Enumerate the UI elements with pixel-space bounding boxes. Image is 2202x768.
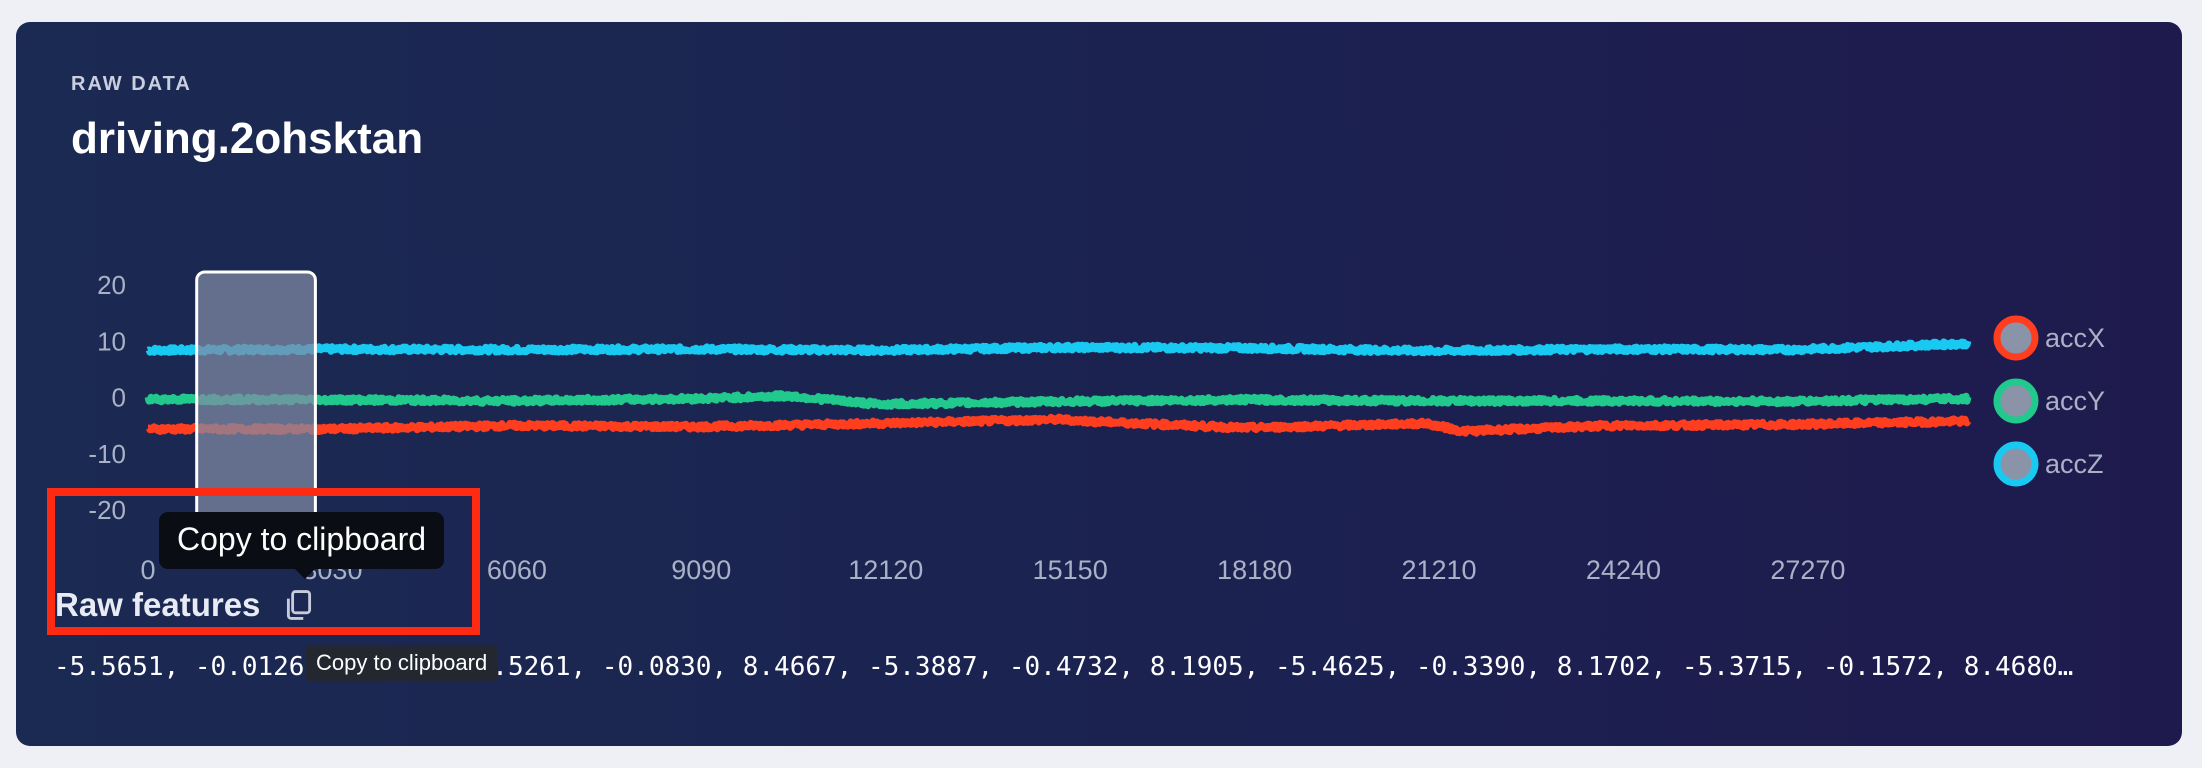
legend-label-accX: accX	[2045, 323, 2105, 353]
legend-marker-accX	[1993, 315, 2039, 361]
x-tick-label: 9090	[671, 555, 731, 585]
raw-features-header: Raw features	[55, 586, 316, 624]
x-tick-label: 24240	[1586, 555, 1661, 585]
series-line-accZ	[145, 338, 1972, 357]
legend-marker-accZ	[1993, 441, 2039, 487]
x-tick-label: 21210	[1401, 555, 1476, 585]
y-tick-label: -20	[88, 495, 126, 525]
y-tick-label: -10	[88, 439, 126, 469]
x-tick-label: 0	[140, 555, 155, 585]
series-line-accY	[144, 390, 1972, 410]
raw-data-card: RAW DATA driving.2ohsktan	[16, 22, 2182, 746]
y-tick-label: 0	[112, 383, 126, 413]
x-tick-label: 6060	[487, 555, 547, 585]
legend-label-accZ: accZ	[2045, 449, 2104, 479]
legend-label-accY: accY	[2045, 386, 2105, 416]
copy-clipboard-icon[interactable]	[282, 588, 316, 622]
x-tick-label: 18180	[1217, 555, 1292, 585]
raw-features-title: Raw features	[55, 586, 261, 623]
section-label: RAW DATA	[71, 73, 192, 95]
y-tick-label: 10	[97, 326, 126, 356]
highlight-annotation-box	[47, 488, 480, 635]
x-tick-label: 15150	[1033, 555, 1108, 585]
copy-tooltip: Copy to clipboard	[159, 512, 445, 579]
x-tick-label: 27270	[1770, 555, 1845, 585]
selected-window	[195, 270, 317, 526]
series-line-accX	[145, 413, 1972, 437]
page-title: driving.2ohsktan	[71, 114, 424, 163]
y-tick-label: 20	[97, 270, 126, 300]
legend-marker-accY	[1993, 378, 2039, 424]
x-tick-label: 12120	[848, 555, 923, 585]
native-copy-tooltip: Copy to clipboard	[306, 645, 498, 681]
